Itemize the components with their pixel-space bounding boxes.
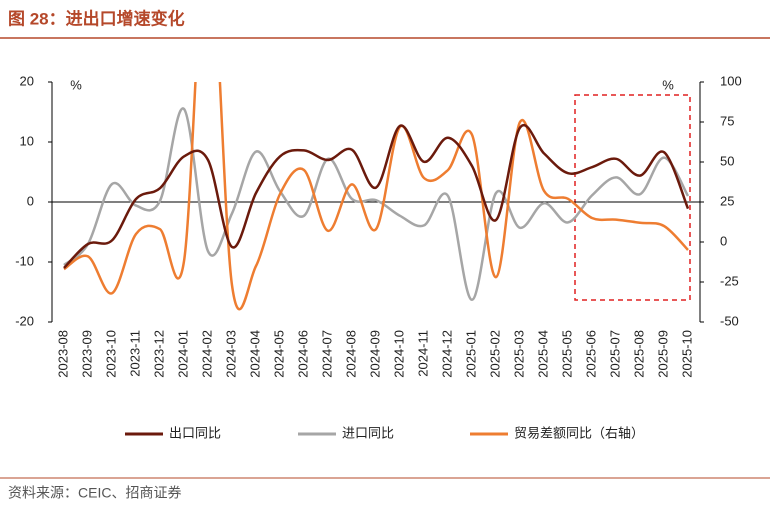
y-tick-label: 0	[27, 193, 34, 208]
y2-tick-label: 25	[720, 193, 734, 208]
y-tick-label: 20	[20, 73, 34, 88]
y2-tick-label: -50	[720, 313, 739, 328]
series-line	[63, 107, 690, 302]
legend-label: 贸易差额同比（右轴）	[514, 425, 644, 440]
y-tick-label: 10	[20, 133, 34, 148]
x-tick-label: 2025-02	[487, 330, 502, 378]
series-line	[63, 82, 689, 311]
x-tick-label: 2024-04	[247, 330, 262, 378]
x-tick-label: 2024-08	[343, 330, 358, 378]
series-line	[63, 123, 690, 269]
y2-tick-label: 75	[720, 113, 734, 128]
x-tick-label: 2025-03	[511, 330, 526, 378]
x-tick-label: 2024-01	[175, 330, 190, 378]
x-tick-label: 2024-05	[271, 330, 286, 378]
x-tick-label: 2025-07	[607, 330, 622, 378]
legend-label: 进口同比	[342, 425, 394, 440]
y2-tick-label: 0	[720, 233, 727, 248]
x-tick-label: 2025-06	[583, 330, 598, 378]
chart-title: 图 28：进出口增速变化	[8, 8, 185, 28]
y2-tick-label: 100	[720, 73, 742, 88]
y2-unit: %	[662, 77, 674, 92]
y-tick-label: -10	[15, 253, 34, 268]
legend-label: 出口同比	[169, 425, 221, 440]
x-tick-label: 2025-04	[535, 330, 550, 378]
x-tick-label: 2025-05	[559, 330, 574, 378]
x-tick-label: 2024-09	[367, 330, 382, 378]
plot-area	[63, 82, 690, 311]
y-tick-label: -20	[15, 313, 34, 328]
x-tick-label: 2023-10	[103, 330, 118, 378]
x-tick-label: 2024-03	[223, 330, 238, 378]
x-tick-label: 2025-09	[655, 330, 670, 378]
x-tick-label: 2025-10	[679, 330, 694, 378]
x-tick-label: 2024-10	[391, 330, 406, 378]
x-tick-label: 2023-09	[79, 330, 94, 378]
x-tick-label: 2023-08	[55, 330, 70, 378]
y2-tick-label: -25	[720, 273, 739, 288]
x-tick-label: 2024-02	[199, 330, 214, 378]
x-tick-label: 2024-06	[295, 330, 310, 378]
x-tick-label: 2025-01	[463, 330, 478, 378]
y2-tick-label: 50	[720, 153, 734, 168]
x-tick-label: 2023-12	[151, 330, 166, 378]
source: 资料来源：CEIC、招商证券	[8, 485, 181, 501]
highlight-box	[574, 94, 691, 301]
x-tick-label: 2025-08	[631, 330, 646, 378]
x-tick-label: 2024-12	[439, 330, 454, 378]
x-tick-label: 2024-07	[319, 330, 334, 378]
y-unit: %	[70, 77, 82, 92]
x-tick-label: 2023-11	[127, 330, 142, 377]
x-tick-label: 2024-11	[415, 330, 430, 377]
